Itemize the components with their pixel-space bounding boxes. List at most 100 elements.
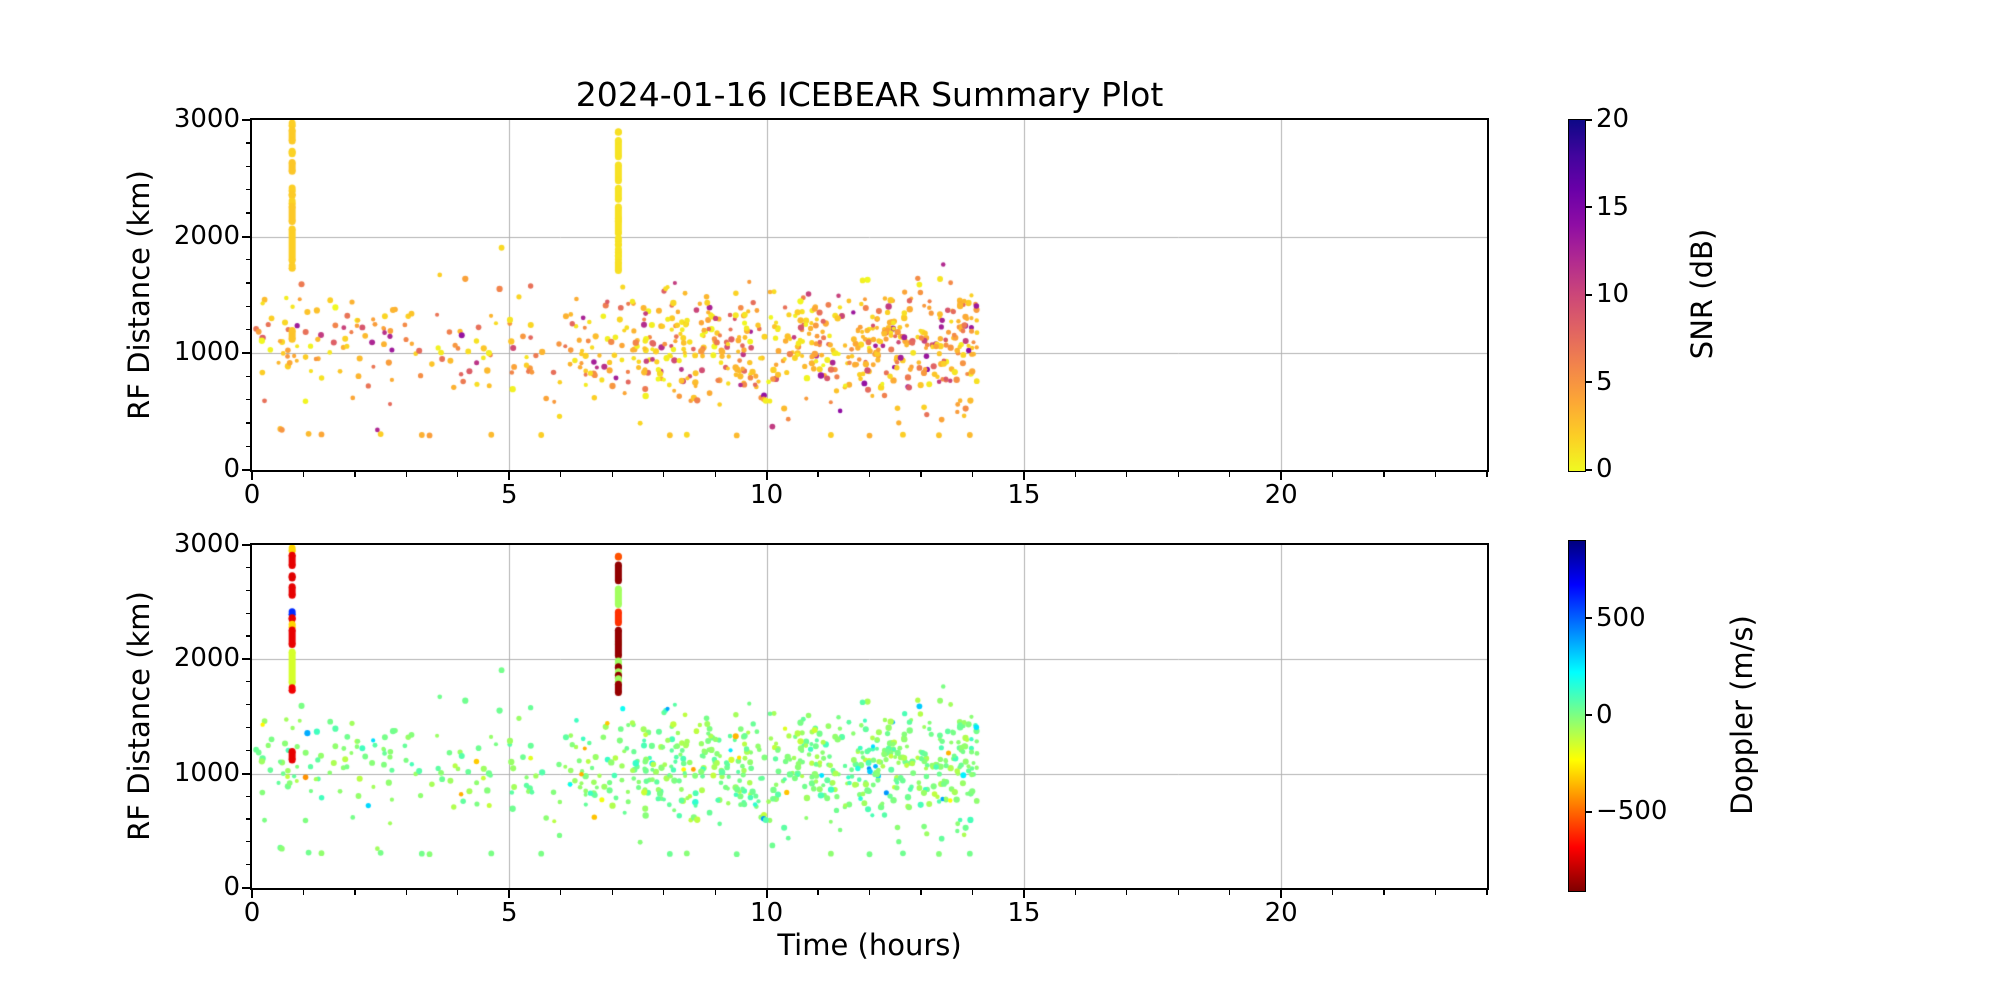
y-tick-label: 3000	[173, 529, 240, 559]
x-minor-tick	[354, 890, 356, 895]
x-minor-tick	[663, 472, 665, 477]
y-minor-tick	[245, 818, 250, 820]
x-minor-tick	[920, 472, 922, 477]
y-tick-label: 0	[223, 872, 240, 902]
y-minor-tick	[245, 589, 250, 591]
y-minor-tick	[245, 142, 250, 144]
y-minor-tick	[245, 635, 250, 637]
colorbar-tick-label: 0	[1596, 454, 1613, 484]
y-tick-label: 2000	[173, 643, 240, 674]
doppler-scatter-canvas	[252, 545, 1487, 888]
snr-plot-area	[250, 118, 1489, 472]
x-tick-label: 10	[750, 480, 784, 510]
y-minor-tick	[245, 841, 250, 843]
y-minor-tick	[245, 422, 250, 424]
y-minor-tick	[245, 795, 250, 797]
y-tick-label: 3000	[173, 104, 240, 134]
x-minor-tick	[1486, 472, 1488, 477]
y-tick-label: 1000	[173, 337, 240, 368]
x-major-tick	[765, 890, 768, 898]
x-minor-tick	[1434, 890, 1437, 895]
y-minor-tick	[245, 189, 250, 191]
y-minor-tick	[245, 612, 250, 614]
y-major-tick	[242, 235, 250, 238]
x-minor-tick	[714, 890, 716, 895]
x-minor-tick	[714, 472, 716, 477]
x-major-tick	[1022, 890, 1025, 898]
x-minor-tick	[611, 472, 613, 477]
x-minor-tick	[302, 890, 305, 895]
doppler-colorbar-label: Doppler (m/s)	[1725, 615, 1759, 815]
x-minor-tick	[1486, 890, 1488, 895]
x-major-tick	[508, 890, 511, 898]
x-tick-label: 20	[1264, 480, 1298, 510]
x-major-tick	[508, 472, 511, 480]
colorbar-tick-label: −500	[1596, 796, 1668, 827]
y-minor-tick	[245, 749, 250, 751]
colorbar-tick	[1585, 810, 1592, 813]
doppler-y-axis-label: RF Distance (km)	[122, 591, 156, 841]
snr-scatter-canvas	[252, 120, 1487, 470]
x-tick-label: 5	[501, 898, 518, 928]
x-tick-label: 20	[1264, 898, 1298, 928]
colorbar-tick	[1585, 714, 1592, 716]
x-minor-tick	[1434, 472, 1437, 477]
x-tick-label: 5	[501, 480, 518, 510]
chart-title: 2024-01-16 ICEBEAR Summary Plot	[575, 75, 1164, 114]
y-tick-label: 0	[223, 454, 240, 484]
colorbar-tick	[1585, 293, 1592, 296]
x-minor-tick	[1332, 890, 1334, 895]
y-minor-tick	[245, 165, 250, 167]
y-tick-label: 2000	[173, 220, 240, 251]
x-minor-tick	[611, 890, 613, 895]
colorbar-tick	[1585, 617, 1592, 620]
doppler-plot-area	[250, 543, 1489, 890]
y-minor-tick	[245, 305, 250, 307]
x-minor-tick	[560, 890, 562, 895]
y-minor-tick	[245, 704, 250, 706]
colorbar-tick-label: 10	[1596, 279, 1630, 309]
x-major-tick	[1280, 472, 1283, 480]
x-minor-tick	[868, 472, 871, 477]
y-minor-tick	[245, 399, 250, 401]
y-minor-tick	[245, 375, 250, 377]
x-minor-tick	[405, 472, 407, 477]
x-tick-label: 15	[1007, 898, 1041, 928]
x-minor-tick	[663, 890, 665, 895]
x-major-tick	[765, 472, 768, 480]
y-minor-tick	[245, 282, 250, 284]
x-minor-tick	[1383, 890, 1385, 895]
x-minor-tick	[1383, 472, 1385, 477]
x-minor-tick	[302, 472, 305, 477]
x-minor-tick	[971, 890, 973, 895]
y-minor-tick	[245, 681, 250, 683]
colorbar-tick-label: 0	[1596, 699, 1613, 730]
colorbar-tick-label: 500	[1596, 602, 1646, 633]
x-minor-tick	[1126, 890, 1128, 895]
y-major-tick	[242, 544, 250, 546]
y-major-tick	[242, 887, 250, 889]
x-tick-label: 15	[1007, 480, 1041, 510]
x-minor-tick	[1074, 890, 1076, 895]
x-major-tick	[251, 472, 253, 480]
colorbar-tick	[1585, 118, 1592, 121]
y-minor-tick	[245, 259, 250, 261]
x-minor-tick	[457, 472, 459, 477]
x-minor-tick	[817, 890, 819, 895]
y-minor-tick	[245, 329, 250, 331]
y-minor-tick	[245, 445, 250, 447]
colorbar-tick	[1585, 468, 1592, 471]
colorbar-tick	[1585, 381, 1592, 383]
x-tick-label: 0	[243, 480, 261, 510]
colorbar-tick-label: 15	[1596, 191, 1630, 222]
x-minor-tick	[1074, 472, 1076, 477]
x-minor-tick	[560, 472, 562, 477]
x-minor-tick	[868, 890, 871, 895]
x-minor-tick	[971, 472, 973, 477]
colorbar-tick	[1585, 206, 1592, 208]
x-minor-tick	[457, 890, 459, 895]
y-minor-tick	[245, 864, 250, 866]
x-minor-tick	[920, 890, 922, 895]
x-minor-tick	[1177, 890, 1179, 895]
x-minor-tick	[1177, 472, 1179, 477]
